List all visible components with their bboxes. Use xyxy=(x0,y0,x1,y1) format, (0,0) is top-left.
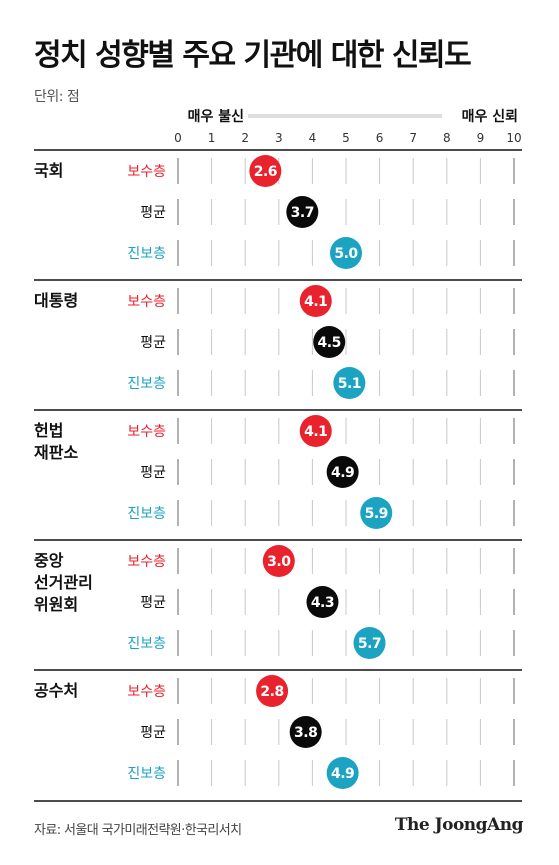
source-note: 자료: 서울대 국가미래전략원·한국리서치 xyxy=(34,823,242,838)
group-name: 재판소 xyxy=(34,443,78,462)
data-point xyxy=(360,497,393,529)
x-tick-label: 8 xyxy=(443,131,451,145)
data-label: 4.1 xyxy=(304,424,327,440)
data-label: 4.3 xyxy=(311,595,334,611)
data-point xyxy=(330,237,362,269)
row-label: 진보층 xyxy=(127,506,166,522)
scale-low-label: 매우 불신 xyxy=(188,109,244,125)
data-point xyxy=(286,196,319,228)
row-label: 평균 xyxy=(140,205,166,221)
data-point xyxy=(299,285,332,317)
x-tick-label: 0 xyxy=(174,131,182,145)
data-point xyxy=(326,456,359,488)
row-label: 진보층 xyxy=(127,246,166,262)
x-tick-label: 10 xyxy=(506,131,521,145)
row-label: 평균 xyxy=(140,725,166,741)
x-tick-label: 4 xyxy=(309,131,317,145)
data-label: 3.8 xyxy=(294,725,317,741)
group-name: 중앙 xyxy=(34,551,64,570)
data-label: 4.9 xyxy=(331,766,354,782)
x-tick-label: 5 xyxy=(342,131,350,145)
scale-high-label: 매우 신뢰 xyxy=(462,109,518,125)
row-label: 보수층 xyxy=(127,424,166,440)
row-label: 보수층 xyxy=(127,164,166,180)
row-label: 보수층 xyxy=(127,684,166,700)
data-point xyxy=(256,675,289,707)
data-point xyxy=(306,586,339,618)
data-point xyxy=(313,326,346,358)
data-point xyxy=(353,627,386,659)
data-label: 5.9 xyxy=(365,506,388,522)
data-label: 5.0 xyxy=(334,246,358,262)
group-name: 국회 xyxy=(34,161,63,180)
row-label: 평균 xyxy=(140,335,166,351)
row-label: 진보층 xyxy=(127,636,166,652)
data-point xyxy=(299,415,332,447)
data-label: 3.0 xyxy=(267,554,291,570)
group-name: 대통령 xyxy=(34,291,78,310)
data-point xyxy=(262,545,295,577)
unit-label: 단위: 점 xyxy=(34,89,80,105)
data-label: 4.5 xyxy=(318,335,341,351)
data-label: 2.6 xyxy=(254,164,277,180)
row-label: 보수층 xyxy=(127,294,166,310)
x-tick-label: 2 xyxy=(241,131,249,145)
x-tick-label: 6 xyxy=(376,131,384,145)
group-name: 선거관리 xyxy=(34,573,93,592)
data-point xyxy=(333,367,366,399)
data-point xyxy=(289,716,322,748)
x-tick-label: 3 xyxy=(275,131,283,145)
x-tick-label: 1 xyxy=(208,131,216,145)
data-label: 3.7 xyxy=(291,205,314,221)
x-tick-label: 9 xyxy=(477,131,485,145)
brand-logo: The JoongAng xyxy=(394,815,524,835)
row-label: 평균 xyxy=(140,595,166,611)
chart-title: 정치 성향별 주요 기관에 대한 신뢰도 xyxy=(34,38,472,73)
data-point xyxy=(249,155,282,187)
group-name: 공수처 xyxy=(34,681,78,700)
data-label: 2.8 xyxy=(260,684,283,700)
data-point xyxy=(326,757,359,789)
group-name: 위원회 xyxy=(34,595,78,614)
group-name: 헌법 xyxy=(34,421,63,440)
data-label: 5.7 xyxy=(358,636,381,652)
row-label: 진보층 xyxy=(127,766,166,782)
row-label: 평균 xyxy=(140,465,166,481)
row-label: 진보층 xyxy=(127,376,166,392)
data-label: 5.1 xyxy=(338,376,361,392)
row-label: 보수층 xyxy=(127,554,166,570)
data-label: 4.9 xyxy=(331,465,354,481)
x-tick-label: 7 xyxy=(409,131,417,145)
data-label: 4.1 xyxy=(304,294,327,310)
